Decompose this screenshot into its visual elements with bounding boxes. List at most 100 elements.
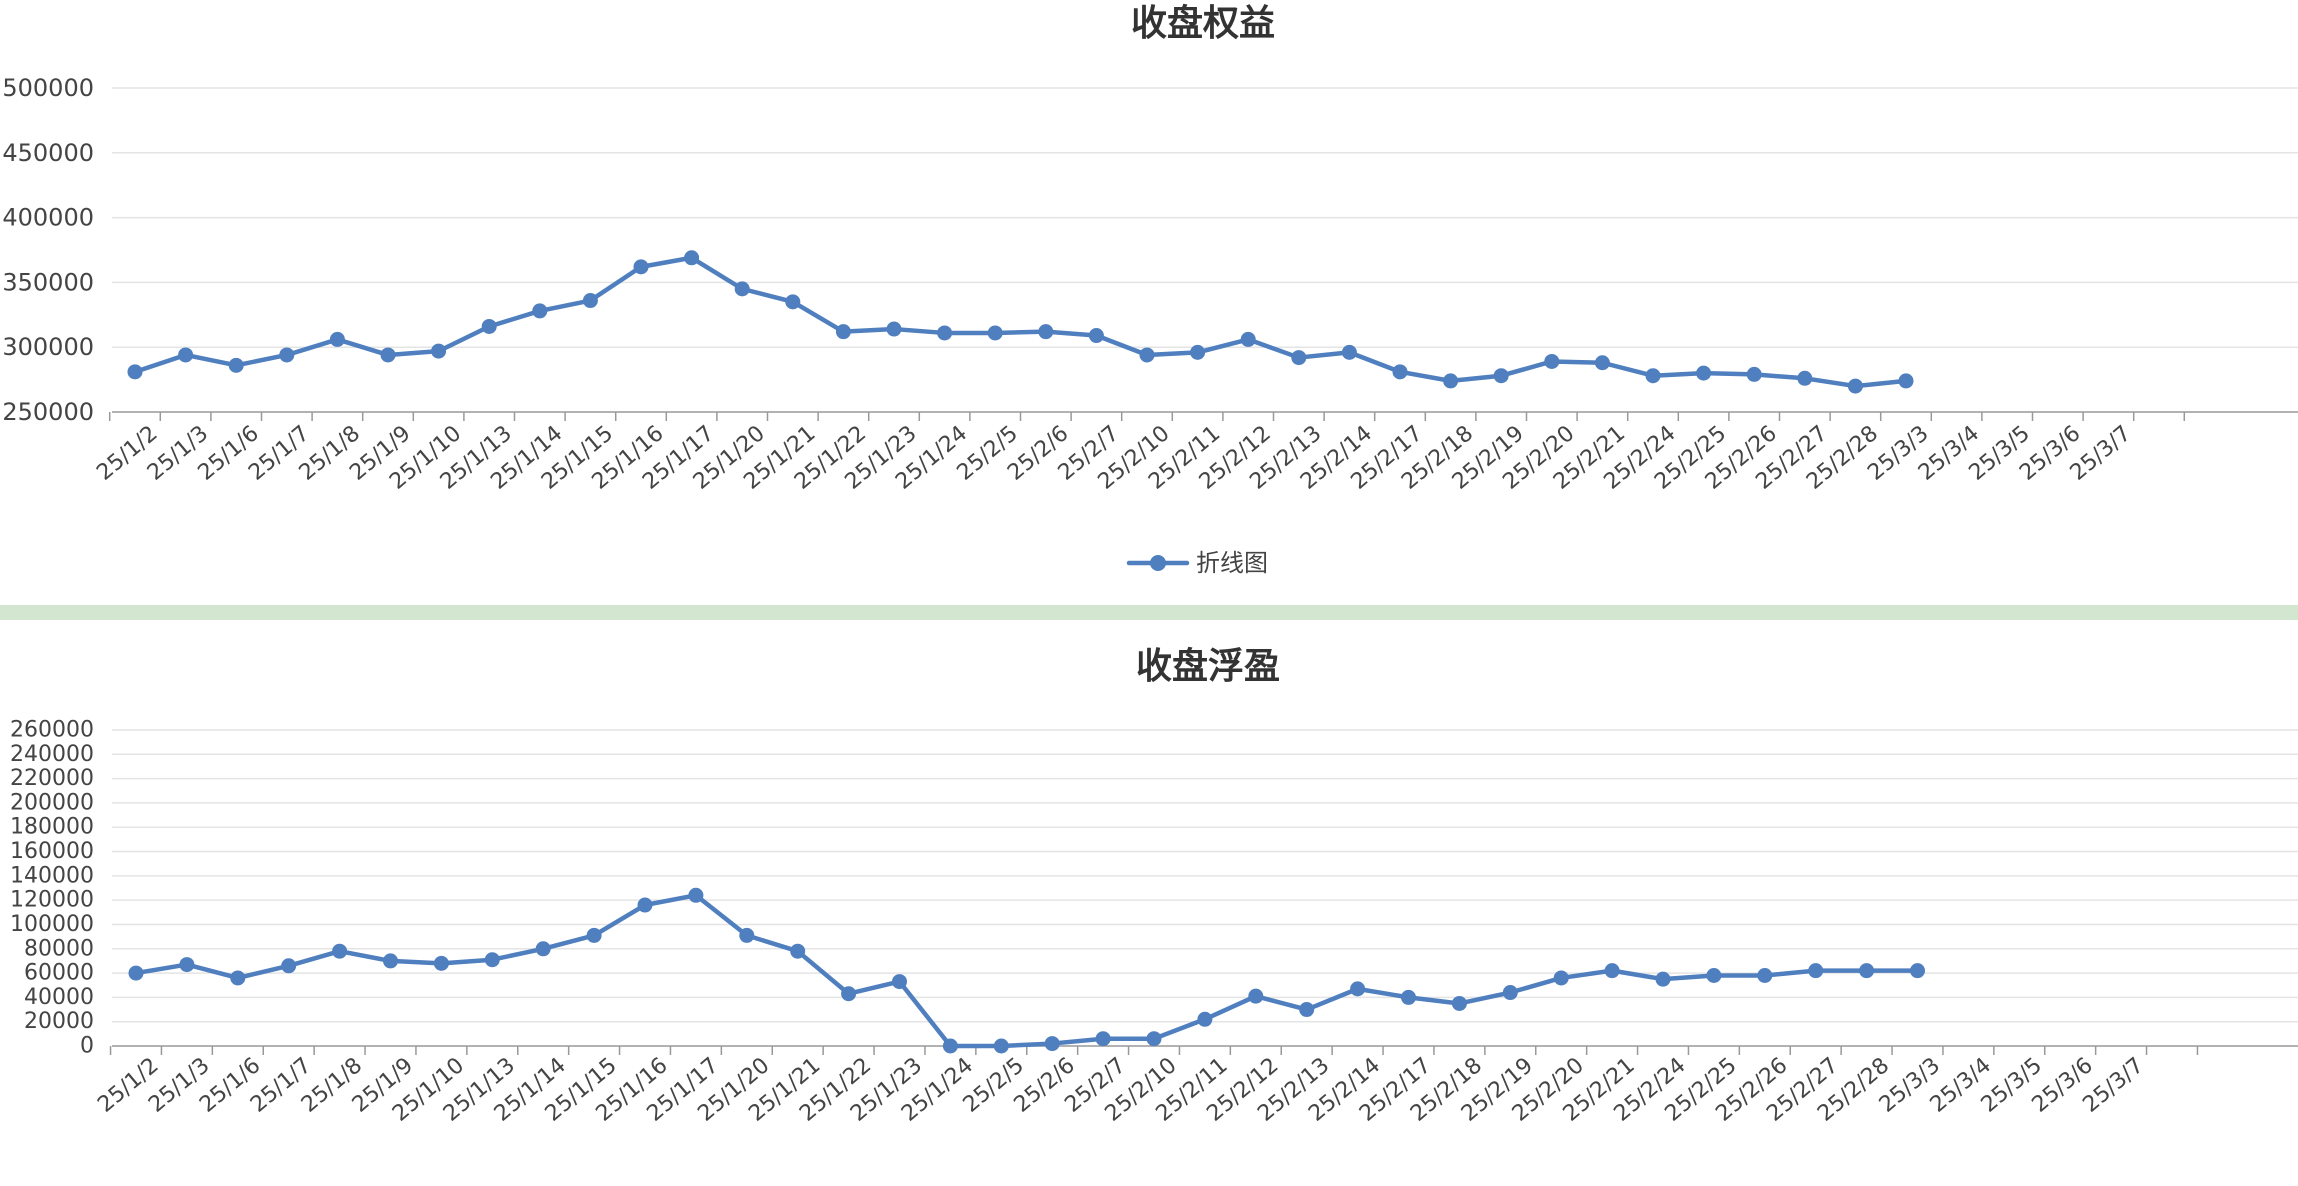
y-tick-label: 450000 (2, 139, 94, 167)
x-ticks: 25/1/225/1/325/1/625/1/725/1/825/1/925/1… (93, 1046, 2199, 1127)
data-point (1544, 353, 1560, 369)
y-tick-label: 180000 (10, 815, 94, 840)
data-point (535, 941, 551, 957)
data-point (1696, 365, 1712, 381)
data-point (281, 958, 297, 974)
legend-marker-icon (1150, 555, 1166, 571)
series-1 (128, 887, 1925, 1054)
y-tick-label: 100000 (10, 912, 94, 937)
data-point (734, 281, 750, 297)
data-point (1401, 989, 1416, 1005)
data-point (739, 927, 755, 943)
data-point (1146, 1031, 1162, 1047)
data-point (633, 259, 649, 275)
y-gridlines: 0200004000060000800001000001200001400001… (10, 718, 2298, 1059)
data-point (179, 957, 195, 973)
data-point (1604, 963, 1620, 979)
data-point (1655, 971, 1671, 987)
data-point (1248, 988, 1264, 1004)
data-point (1044, 1036, 1060, 1052)
data-point (431, 343, 447, 359)
y-gridlines: 250000 300000 350000 400000 450000 500000 (2, 74, 2298, 426)
y-tick-label: 240000 (10, 742, 94, 767)
data-point (841, 986, 857, 1002)
data-point (1095, 1031, 1111, 1047)
series-1 (127, 250, 1914, 394)
data-point (987, 325, 1003, 341)
data-point (835, 324, 851, 340)
y-tick-label: 200000 (10, 790, 94, 815)
y-tick-label: 120000 (10, 888, 94, 913)
data-point (1594, 355, 1610, 371)
data-point (127, 364, 143, 380)
data-point (1645, 368, 1661, 384)
data-point (1038, 324, 1054, 340)
data-point (481, 318, 497, 334)
chart-title: 收盘浮盈 (1136, 645, 1280, 687)
data-point (329, 331, 345, 347)
data-point (1847, 378, 1863, 394)
series-line (133, 893, 1920, 1049)
chart-2: 收盘浮盈 020000400006000080000100000120000140… (10, 645, 2298, 1127)
data-point (1088, 328, 1104, 344)
data-point (1910, 963, 1925, 979)
data-point (178, 347, 194, 363)
data-point (1197, 1011, 1213, 1027)
data-point (1493, 368, 1509, 384)
y-tick-label: 160000 (10, 839, 94, 864)
x-ticks: 25/1/225/1/325/1/625/1/725/1/825/1/925/1… (92, 412, 2186, 495)
data-point (128, 965, 144, 981)
data-point (1190, 344, 1206, 360)
data-point (684, 250, 700, 266)
data-point (1898, 373, 1914, 389)
y-tick-label: 350000 (2, 268, 94, 296)
data-point (228, 357, 244, 373)
chart-separator (0, 605, 2298, 620)
data-point (688, 887, 704, 903)
data-point (937, 325, 953, 341)
y-tick-label: 140000 (10, 863, 94, 888)
y-tick-label: 300000 (2, 333, 94, 361)
data-point (942, 1038, 958, 1054)
y-tick-label: 40000 (24, 985, 94, 1010)
data-point (637, 897, 653, 913)
data-point (1443, 373, 1459, 389)
data-point (1392, 364, 1408, 380)
data-point (1859, 963, 1875, 979)
y-tick-label: 60000 (24, 961, 94, 986)
data-point (532, 303, 548, 319)
y-tick-label: 220000 (10, 766, 94, 791)
data-point (1451, 995, 1467, 1011)
legend-label: 折线图 (1196, 549, 1268, 577)
data-point (1757, 968, 1773, 984)
data-point (1350, 981, 1366, 997)
data-point (1299, 1002, 1315, 1018)
data-point (484, 952, 500, 968)
data-point (1808, 963, 1824, 979)
data-point (1341, 344, 1357, 360)
y-tick-label: 400000 (2, 204, 94, 232)
data-point (586, 927, 602, 943)
data-point (1291, 350, 1307, 366)
y-tick-label: 250000 (2, 398, 94, 426)
y-tick-label: 500000 (2, 74, 94, 102)
data-point (380, 347, 396, 363)
chart-title: 收盘权益 (1131, 2, 1275, 44)
data-point (993, 1038, 1009, 1054)
y-tick-label: 260000 (10, 718, 94, 743)
y-tick-label: 80000 (24, 936, 94, 961)
data-point (886, 321, 902, 337)
data-point (230, 970, 246, 986)
data-point (383, 953, 398, 969)
data-point (892, 974, 907, 990)
data-point (1797, 370, 1813, 386)
data-point (433, 955, 449, 971)
data-point (279, 347, 295, 363)
legend: 折线图 (1126, 549, 1268, 577)
data-point (1139, 347, 1155, 363)
data-point (332, 943, 348, 959)
data-point (1553, 970, 1569, 986)
data-point (1240, 331, 1256, 347)
